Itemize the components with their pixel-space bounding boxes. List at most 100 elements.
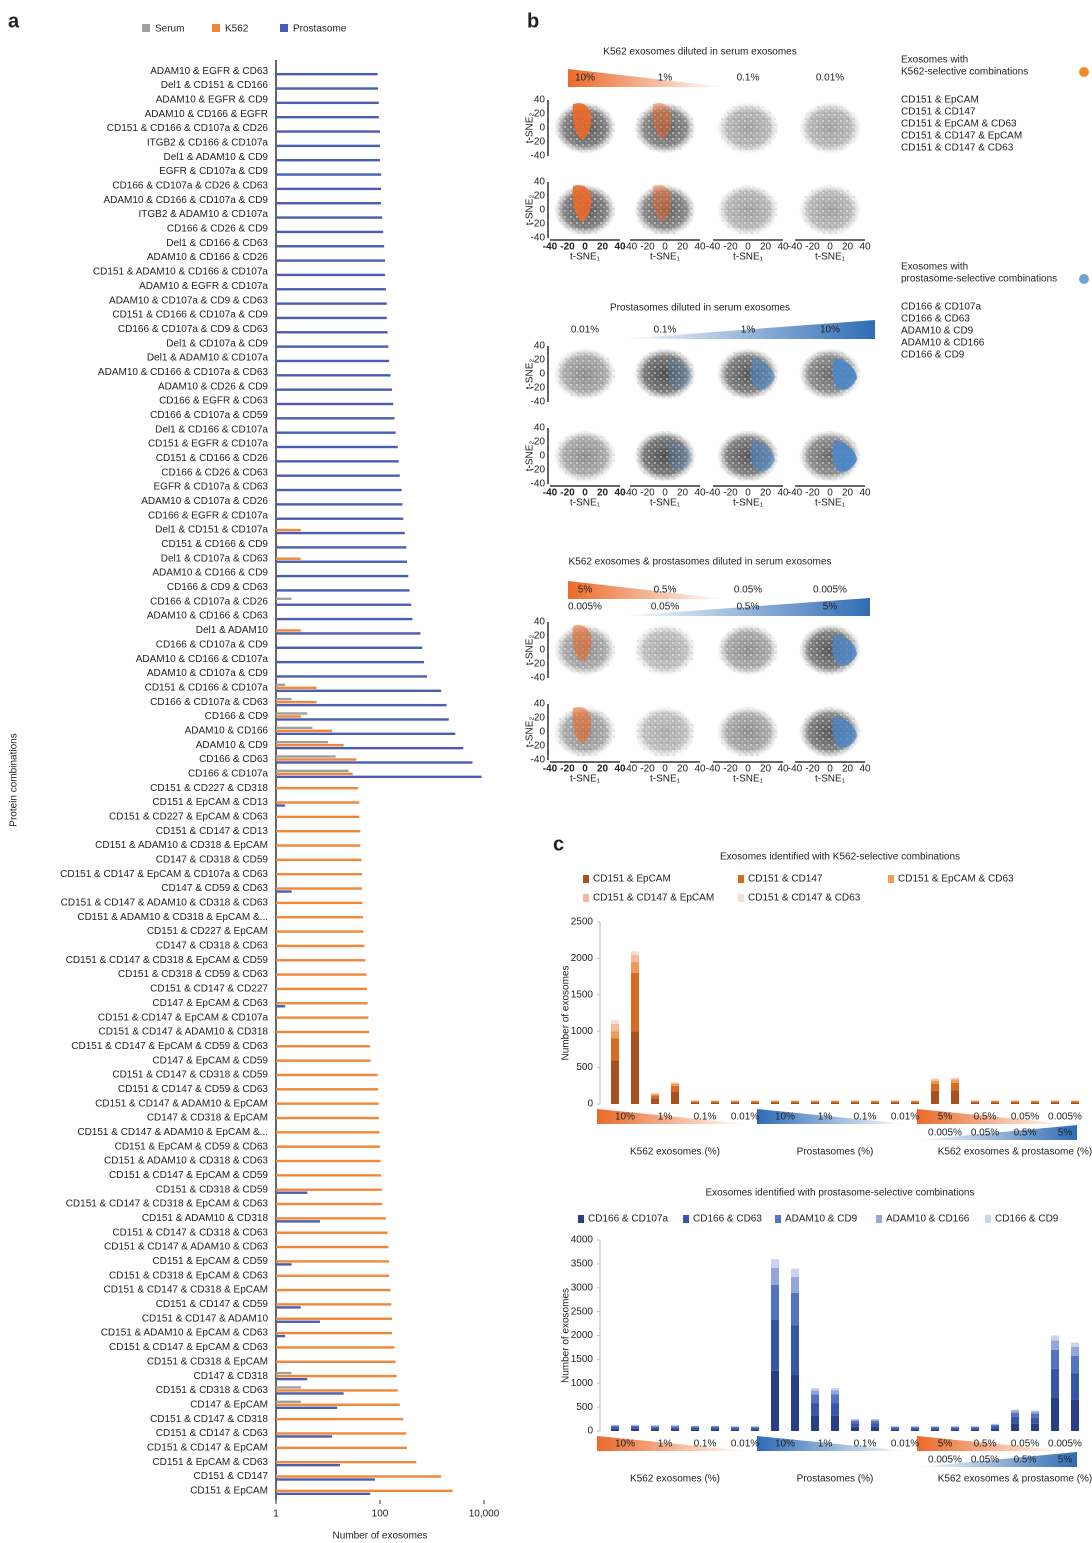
y-tick-label: CD151 & ADAM10 & CD318 & CD63: [104, 1156, 268, 1167]
bar: [276, 901, 363, 905]
y-tick-label: ADAM10 & CD107a & CD26: [141, 496, 268, 507]
x-tick-label: 5%: [1058, 1455, 1073, 1466]
bar-segment: [1051, 1397, 1059, 1431]
bar-segment: [951, 1082, 959, 1091]
y-tick-label: CD151 & ADAM10 & CD318: [142, 1213, 269, 1224]
level-label: 1%: [658, 73, 673, 84]
bar-segment: [951, 1427, 959, 1430]
legend-item: CD151 & CD147: [901, 107, 976, 118]
tsne-y-tick-label: -40: [531, 755, 546, 766]
y-axis-label: Number of exosomes: [561, 1288, 572, 1383]
tsne-x-tick-label: 0: [827, 488, 833, 499]
bar-segment: [1071, 1102, 1079, 1104]
y-tick-label: CD151 & EpCAM & CD63: [152, 1457, 268, 1468]
y-tick-label: 2000: [571, 953, 594, 964]
bar: [276, 1475, 442, 1478]
bar-segment: [711, 1429, 719, 1431]
y-tick-label: ITGB2 & CD166 & CD107a: [147, 138, 269, 149]
bar-segment: [871, 1420, 879, 1424]
y-tick-label: Del1 & ADAM10: [196, 625, 269, 636]
y-tick-label: ADAM10 & EGFR & CD107a: [139, 281, 268, 292]
bar-segment: [1051, 1335, 1059, 1341]
bar: [276, 1389, 398, 1392]
bar: [276, 703, 447, 707]
tsne-x-tick-label: -40: [706, 764, 721, 775]
tsne-y-tick-label: 20: [534, 713, 546, 724]
tsne-y-tick-label: 40: [534, 617, 546, 628]
bar: [276, 732, 456, 736]
tsne-y-tick-label: 0: [539, 123, 545, 134]
group-label: Prostasomes (%): [797, 1147, 874, 1158]
bar: [276, 873, 362, 876]
y-tick-label: 1500: [571, 1354, 594, 1365]
x-tick-label: 10%: [615, 1112, 635, 1123]
bar-segment: [1031, 1413, 1039, 1418]
y-tick-label: CD166 & CD107a & CD26: [150, 596, 268, 607]
bar-segment: [871, 1426, 879, 1431]
y-tick-label: ADAM10 & CD9: [196, 740, 269, 751]
bar: [276, 1220, 320, 1223]
bar-segment: [931, 1078, 939, 1080]
bar-segment: [831, 1388, 839, 1391]
y-tick-label: CD151 & CD166 & CD9: [161, 539, 268, 550]
bar: [276, 1045, 370, 1048]
tsne-x-tick-label: 40: [859, 488, 871, 499]
bar: [276, 1260, 390, 1263]
bar-segment: [811, 1388, 819, 1391]
bar: [276, 1371, 292, 1375]
y-tick-label: ADAM10 & CD166 & CD9: [152, 568, 268, 579]
tsne-highlight: [572, 103, 592, 140]
bar-segment: [1051, 1102, 1059, 1104]
y-tick-label: CD166 & CD107a & CD59: [150, 410, 268, 421]
x-tick-label: 0.01%: [731, 1112, 759, 1123]
bar-segment: [871, 1423, 879, 1427]
bar-segment: [811, 1415, 819, 1431]
y-tick-label: CD166 & EGFR & CD107a: [148, 510, 268, 521]
bar: [276, 1346, 395, 1349]
bar-segment: [631, 962, 639, 973]
bar-segment: [971, 1100, 979, 1102]
bar: [276, 402, 394, 406]
tsne-highlight: [667, 358, 692, 390]
y-tick-label: CD151 & CD147 & ADAM10 & CD318 & CD63: [61, 898, 269, 909]
tsne-x-tick-label: 40: [777, 488, 789, 499]
y-tick-label: CD151 & CD147 & CD318 & CD59: [112, 1070, 268, 1081]
x-tick-label: 5%: [1058, 1128, 1073, 1139]
level-label: 0.5%: [737, 602, 760, 613]
bar-segment: [911, 1102, 919, 1104]
bar-segment: [611, 1060, 619, 1104]
bar-segment: [711, 1100, 719, 1102]
y-tick-label: CD147 & EpCAM: [190, 1399, 268, 1410]
bar: [276, 528, 301, 532]
bar: [276, 959, 366, 962]
group-label: K562 exosomes & prostasome (%): [938, 1147, 1092, 1158]
bar: [276, 72, 378, 76]
tsne-x-tick-label: 0: [745, 764, 751, 775]
legend-swatch: [985, 1215, 991, 1223]
tsne-x-tick-label: 20: [597, 242, 609, 253]
bar-segment: [751, 1426, 759, 1428]
gradient-bar: [620, 598, 870, 616]
tsne-x-tick-label: 0: [827, 764, 833, 775]
legend-title: Exosomes with: [901, 262, 968, 273]
y-tick-label: CD151 & CD227 & EpCAM: [147, 926, 268, 937]
tsne-x-tick-label: -40: [788, 764, 803, 775]
bar-segment: [631, 1425, 639, 1427]
bar-segment: [691, 1101, 699, 1103]
bar: [276, 1463, 340, 1467]
bar: [276, 560, 407, 563]
y-tick-label: 1500: [571, 989, 594, 1000]
y-tick-label: CD151 & CD227 & EpCAM & CD63: [109, 811, 268, 822]
x-axis-label: Number of exosomes: [332, 1531, 427, 1542]
tsne-texture: [555, 431, 615, 481]
legend-label: CD166 & CD63: [693, 1214, 762, 1225]
x-tick-label: 5%: [938, 1112, 953, 1123]
bar-segment: [1051, 1101, 1059, 1103]
bar-segment: [951, 1090, 959, 1104]
bar: [276, 1059, 371, 1062]
bar-segment: [1071, 1342, 1079, 1347]
y-tick-label: CD151 & CD166 & CD107a: [145, 682, 269, 693]
bar-segment: [791, 1325, 799, 1375]
y-tick-label: ADAM10 & CD166 & CD26: [147, 252, 269, 263]
tsne-highlight: [832, 440, 857, 472]
